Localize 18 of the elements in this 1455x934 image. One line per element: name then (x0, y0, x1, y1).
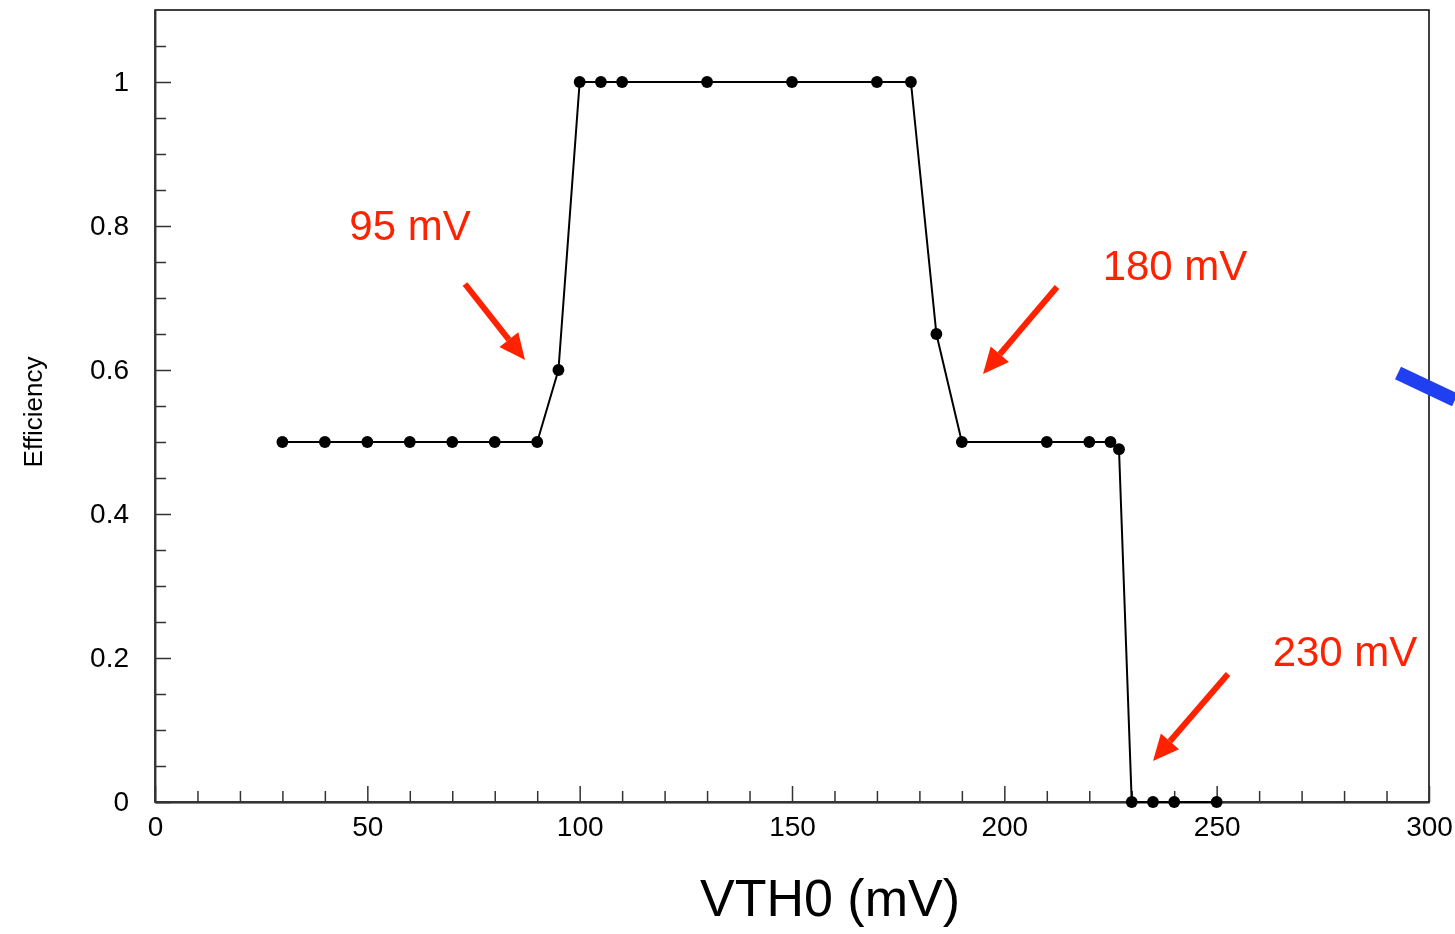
x-tick-label: 50 (352, 810, 384, 842)
x-tick-label: 150 (769, 810, 816, 842)
annotation: 230 mV (1272, 628, 1418, 675)
y-tick-label: 0.2 (90, 642, 129, 674)
y-tick-label: 0.4 (90, 498, 129, 530)
y-tick-label: 0 (113, 786, 129, 818)
y-axis-title: Efficiency (18, 356, 48, 468)
y-tick-label: 1 (113, 66, 129, 98)
x-tick-label: 200 (981, 810, 1029, 842)
x-tick-label: 0 (147, 810, 164, 842)
x-tick-label: 250 (1193, 810, 1241, 842)
annotation: 95 mV (349, 202, 471, 249)
x-tick-label: 300 (1406, 810, 1453, 842)
x-tick-label: 100 (556, 810, 604, 842)
x-axis-title: VTH0 (mV) (700, 869, 960, 927)
y-tick-label: 0.8 (90, 210, 129, 242)
y-tick-label: 0.6 (90, 354, 129, 386)
annotation: 180 mV (1102, 242, 1248, 289)
